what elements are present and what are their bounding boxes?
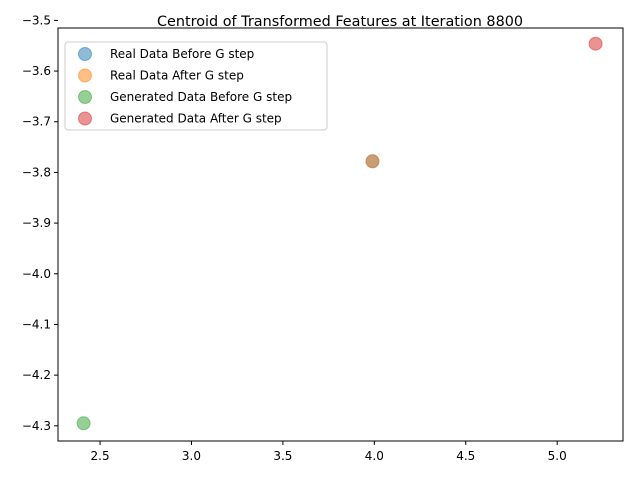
y-tick-label: −3.7 [22, 115, 51, 129]
x-tick-label: 3.0 [182, 449, 201, 463]
legend: Real Data Before G step Real Data After G… [64, 41, 328, 131]
y-tick-label: −4.1 [22, 317, 51, 331]
axes-frame [57, 27, 624, 442]
y-tick-label: −4.3 [22, 419, 51, 433]
legend-label: Generated Data After G step [110, 112, 282, 126]
chart-title: Centroid of Transformed Features at Iter… [157, 14, 523, 30]
data-point-series-2 [365, 154, 380, 169]
x-axis: 2.5 3.0 3.5 4.0 4.5 5.0 [91, 441, 567, 463]
x-tick-label: 5.0 [548, 449, 567, 463]
legend-label: Generated Data Before G step [110, 90, 292, 104]
legend-marker [78, 90, 92, 104]
legend-box [64, 41, 328, 131]
y-tick-label: −4.2 [22, 368, 51, 382]
legend-label: Real Data Before G step [110, 47, 254, 61]
x-tick-label: 3.5 [273, 449, 292, 463]
legend-marker [78, 111, 92, 126]
data-point-series-4 [588, 36, 603, 51]
x-tick-label: 4.5 [456, 449, 475, 463]
data-point-series-3 [76, 416, 91, 431]
y-tick-label: −3.9 [22, 216, 51, 230]
plot-area [76, 36, 603, 431]
y-tick-label: −3.6 [22, 64, 51, 78]
x-tick-label: 2.5 [91, 449, 110, 463]
legend-label: Real Data After G step [110, 69, 244, 83]
y-tick-label: −4.0 [22, 267, 51, 281]
x-tick-label: 4.0 [365, 449, 384, 463]
y-axis: −3.5 −3.6 −3.7 −3.8 −3.9 −4.0 −4.1 −4.2 −4.3 [22, 13, 58, 433]
y-tick-label: −3.5 [22, 13, 51, 27]
y-tick-label: −3.8 [22, 165, 51, 179]
legend-marker [78, 47, 92, 61]
legend-marker [78, 68, 92, 83]
